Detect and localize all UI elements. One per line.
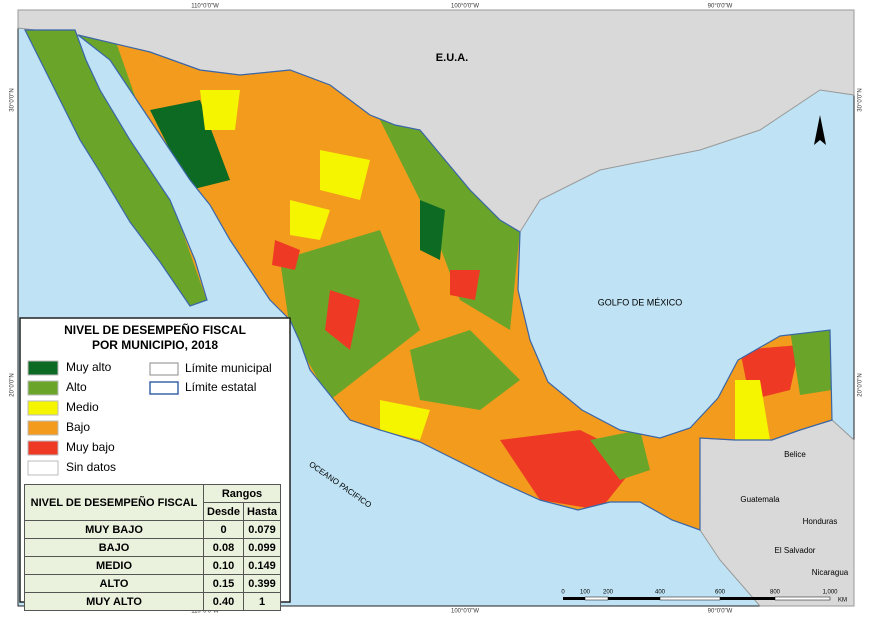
- table-cell: 0.099: [243, 538, 281, 557]
- scale-label: 800: [770, 590, 781, 596]
- coordinate-label: 20°0'0"N: [858, 373, 864, 396]
- country-label: Guatemala: [740, 495, 780, 504]
- region: [735, 380, 770, 440]
- table-subheader: Desde: [202, 502, 245, 521]
- region: [380, 400, 430, 440]
- legend-swatch: [27, 420, 59, 436]
- table-row: MUY BAJO 0 0.079: [24, 520, 281, 539]
- legend-swatch: [27, 380, 59, 396]
- table-row: MEDIO 0.10 0.149: [24, 556, 281, 575]
- table-cell: 0.08: [202, 538, 245, 557]
- coordinate-label: 110°0'0"W: [191, 609, 219, 615]
- country-label: Belice: [784, 450, 806, 459]
- legend-swatch: [27, 460, 59, 476]
- table-cell: MUY BAJO: [24, 520, 204, 539]
- table-cell: 0.40: [202, 592, 245, 611]
- scale-label: 0: [561, 590, 565, 596]
- coordinate-label: 90°0'0"W: [708, 609, 733, 615]
- country-label: Honduras: [803, 517, 838, 526]
- boundary-swatch: [149, 381, 179, 395]
- region: [450, 270, 480, 300]
- table-cell: 0.399: [243, 574, 281, 593]
- scale-label: 100: [580, 590, 591, 596]
- region: [25, 30, 210, 310]
- table-cell: MEDIO: [24, 556, 204, 575]
- north-arrow: [814, 115, 826, 145]
- coordinate-label: 20°0'0"N: [10, 373, 16, 396]
- region: [200, 90, 240, 130]
- region: [290, 200, 330, 240]
- coordinate-label: 90°0'0"W: [708, 4, 733, 10]
- usa-label: E.U.A.: [436, 52, 468, 64]
- legend-label: Alto: [66, 380, 87, 394]
- coordinate-label: 100°0'0"W: [451, 4, 479, 10]
- legend-label: Medio: [66, 400, 99, 414]
- legend-swatch: [27, 360, 59, 376]
- region: [590, 430, 650, 480]
- country-label: El Salvador: [775, 546, 816, 555]
- region: [320, 150, 370, 200]
- scale-label: 400: [655, 590, 666, 596]
- scale-unit: KM: [838, 598, 847, 604]
- ranges-table: NIVEL DE DESEMPEÑO FISCAL Rangos Desde Has…: [24, 484, 281, 611]
- region: [790, 330, 832, 395]
- table-row: BAJO 0.08 0.099: [24, 538, 281, 557]
- boundary-swatch: [149, 362, 179, 376]
- table-body: MUY BAJO 0 0.079 BAJO 0.08 0.099 MEDIO 0.10 0.14…: [24, 520, 281, 611]
- legend-swatch: [27, 440, 59, 456]
- table-cell: 0.15: [202, 574, 245, 593]
- legend-swatch: [27, 400, 59, 416]
- table-cell: BAJO: [24, 538, 204, 557]
- legend-classes: Muy alto Alto Medio Bajo Muy bajo Sin datos: [27, 360, 116, 476]
- table-cell: 1: [243, 592, 281, 611]
- boundary-label: Límite municipal: [185, 361, 272, 375]
- region: [325, 290, 360, 350]
- legend-title: NIVEL DE DESEMPEÑO FISCAL: [64, 322, 246, 337]
- legend-label: Muy bajo: [66, 440, 115, 454]
- table-cell: MUY ALTO: [24, 592, 204, 611]
- scale-label: 600: [715, 590, 726, 596]
- table-header: Rangos: [203, 484, 281, 503]
- coordinate-label: 100°0'0"W: [451, 609, 479, 615]
- table-cell: 0.079: [243, 520, 281, 539]
- boundary-label: Límite estatal: [185, 380, 256, 394]
- legend-label: Sin datos: [66, 460, 116, 474]
- table-cell: 0.10: [202, 556, 245, 575]
- table-cell: 0.149: [243, 556, 281, 575]
- region: [272, 240, 300, 270]
- scale-label: 200: [603, 590, 614, 596]
- region: [420, 200, 445, 260]
- country-label: Nicaragua: [812, 568, 849, 577]
- table-row: ALTO 0.15 0.399: [24, 574, 281, 593]
- legend-label: Muy alto: [66, 360, 112, 374]
- table-cell: ALTO: [24, 574, 204, 593]
- region: [150, 100, 230, 190]
- legend-title: POR MUNICIPIO, 2018: [92, 338, 218, 352]
- table-row: MUY ALTO 0.40 1: [24, 592, 281, 611]
- legend-label: Bajo: [66, 420, 90, 434]
- table-subheader: Hasta: [243, 502, 281, 521]
- table-cell: 0: [202, 520, 245, 539]
- coordinate-label: 30°0'0"N: [10, 88, 16, 111]
- region: [380, 120, 520, 330]
- gulf-label: GOLFO DE MÉXICO: [598, 297, 683, 307]
- coordinate-label: 30°0'0"N: [858, 88, 864, 111]
- region: [410, 330, 520, 410]
- scale-label: 1,000: [822, 590, 838, 596]
- coordinate-label: 110°0'0"W: [191, 4, 219, 10]
- table-header: NIVEL DE DESEMPEÑO FISCAL: [24, 484, 204, 521]
